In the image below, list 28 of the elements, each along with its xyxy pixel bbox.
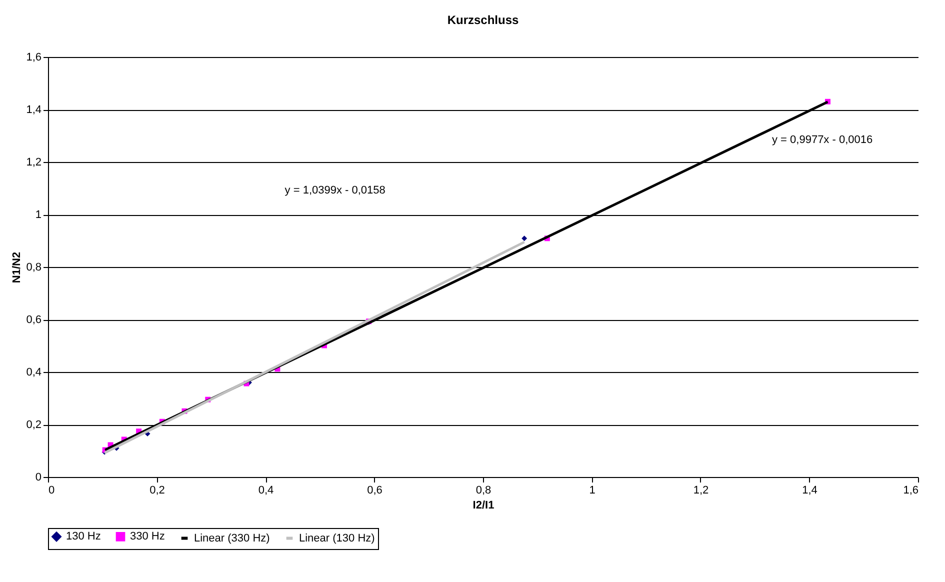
annotation: y = 0,9977x - 0,0016 — [772, 134, 873, 146]
legend-label: Linear (130 Hz) — [299, 532, 375, 544]
x-tick-label: 0 — [48, 484, 55, 496]
y-tick-label: 0,4 — [26, 366, 42, 378]
chart-title: Kurzschluss — [447, 13, 519, 27]
x-tick-label: 1 — [589, 484, 596, 496]
y-tick-label: 1,4 — [26, 104, 42, 116]
y-tick-label: 0,8 — [26, 262, 42, 274]
y-axis-title: N1/N2 — [11, 252, 24, 284]
x-tick-label: 0,2 — [150, 484, 165, 496]
point — [522, 236, 528, 242]
y-tick-label: 0 — [35, 472, 42, 484]
x-axis-title: I2/I1 — [472, 500, 494, 512]
y-tick-label: 1 — [35, 209, 42, 221]
x-tick-label: 0,4 — [258, 484, 274, 496]
legend-label: 330 Hz — [130, 530, 165, 543]
x-tick-label: 1,2 — [693, 484, 709, 496]
x-tick-label: 0,6 — [367, 484, 382, 496]
y-tick-label: 0,6 — [26, 314, 42, 326]
x-tick-label: 1,4 — [802, 484, 818, 496]
legend-label: 130 Hz — [66, 530, 101, 543]
annotation: y = 1,0399x - 0,0158 — [284, 184, 386, 197]
y-tick-label: 0,2 — [26, 419, 42, 431]
y-tick-label: 1,2 — [26, 156, 42, 168]
x-tick-label: 0,8 — [476, 484, 492, 496]
x-tick-label: 1,6 — [903, 484, 918, 496]
y-tick-label: 1,6 — [26, 52, 42, 64]
legend-label: Linear (330 Hz) — [194, 532, 270, 544]
